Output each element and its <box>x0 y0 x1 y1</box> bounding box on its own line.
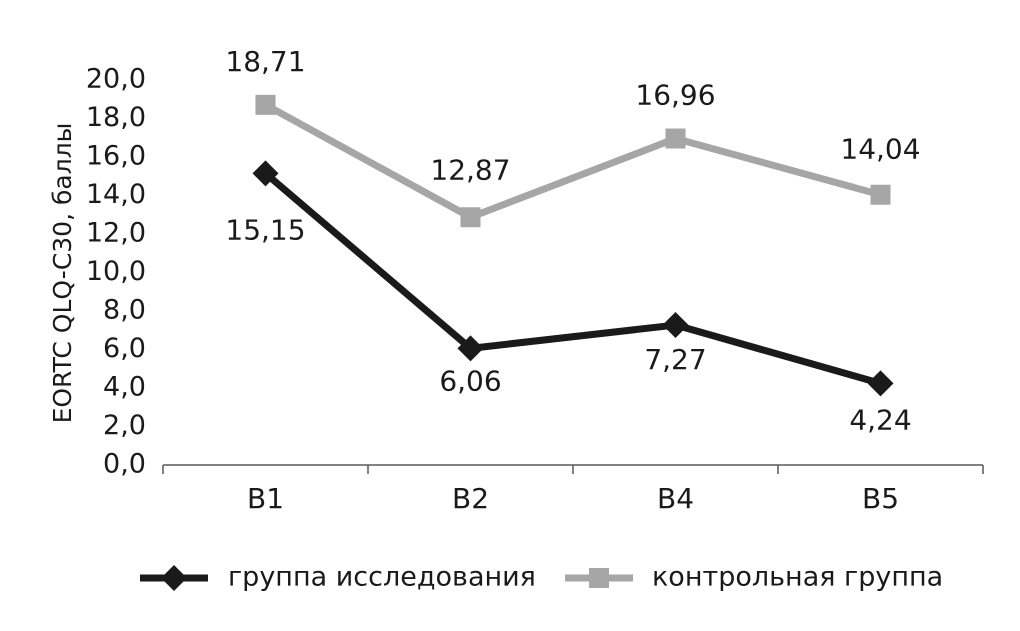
y-tick-label: 8,0 <box>103 295 146 326</box>
data-point <box>665 128 686 149</box>
y-tick-label: 0,0 <box>103 449 146 480</box>
data-label: 18,71 <box>225 45 305 78</box>
data-point <box>662 312 689 339</box>
data-point <box>457 335 484 362</box>
data-point <box>255 94 276 115</box>
y-tick-label: 20,0 <box>86 64 146 95</box>
y-tick-label: 10,0 <box>86 256 146 287</box>
y-tick-label: 2,0 <box>103 410 146 441</box>
x-tick-label: B4 <box>657 482 694 515</box>
data-point <box>460 207 481 228</box>
data-label: 14,04 <box>840 133 920 166</box>
data-label: 4,24 <box>849 403 911 436</box>
data-label: 12,87 <box>430 153 510 186</box>
series-line <box>263 101 882 221</box>
data-label: 15,15 <box>225 213 305 246</box>
y-tick-label: 12,0 <box>86 218 146 249</box>
x-tick-label: B1 <box>247 482 284 515</box>
y-axis-title: EORTC QLQ-C30, баллы <box>48 123 77 424</box>
y-tick-label: 6,0 <box>103 333 146 364</box>
data-label: 16,96 <box>635 79 715 112</box>
x-tick-label: B5 <box>862 482 899 515</box>
series-line <box>263 170 882 387</box>
legend-marker <box>589 568 609 588</box>
legend-label: группа исследования <box>228 562 536 593</box>
legend-marker <box>161 565 187 591</box>
y-tick-label: 4,0 <box>103 372 146 403</box>
legend-label: контрольная группа <box>652 562 943 593</box>
data-point <box>252 160 279 187</box>
y-tick-label: 16,0 <box>86 141 146 172</box>
x-tick-label: B2 <box>452 482 489 515</box>
data-point <box>867 370 894 397</box>
y-tick-label: 18,0 <box>86 102 146 133</box>
y-tick-label: 14,0 <box>86 179 146 210</box>
data-label: 6,06 <box>439 364 501 397</box>
data-label: 7,27 <box>644 343 706 376</box>
data-point <box>870 184 891 205</box>
